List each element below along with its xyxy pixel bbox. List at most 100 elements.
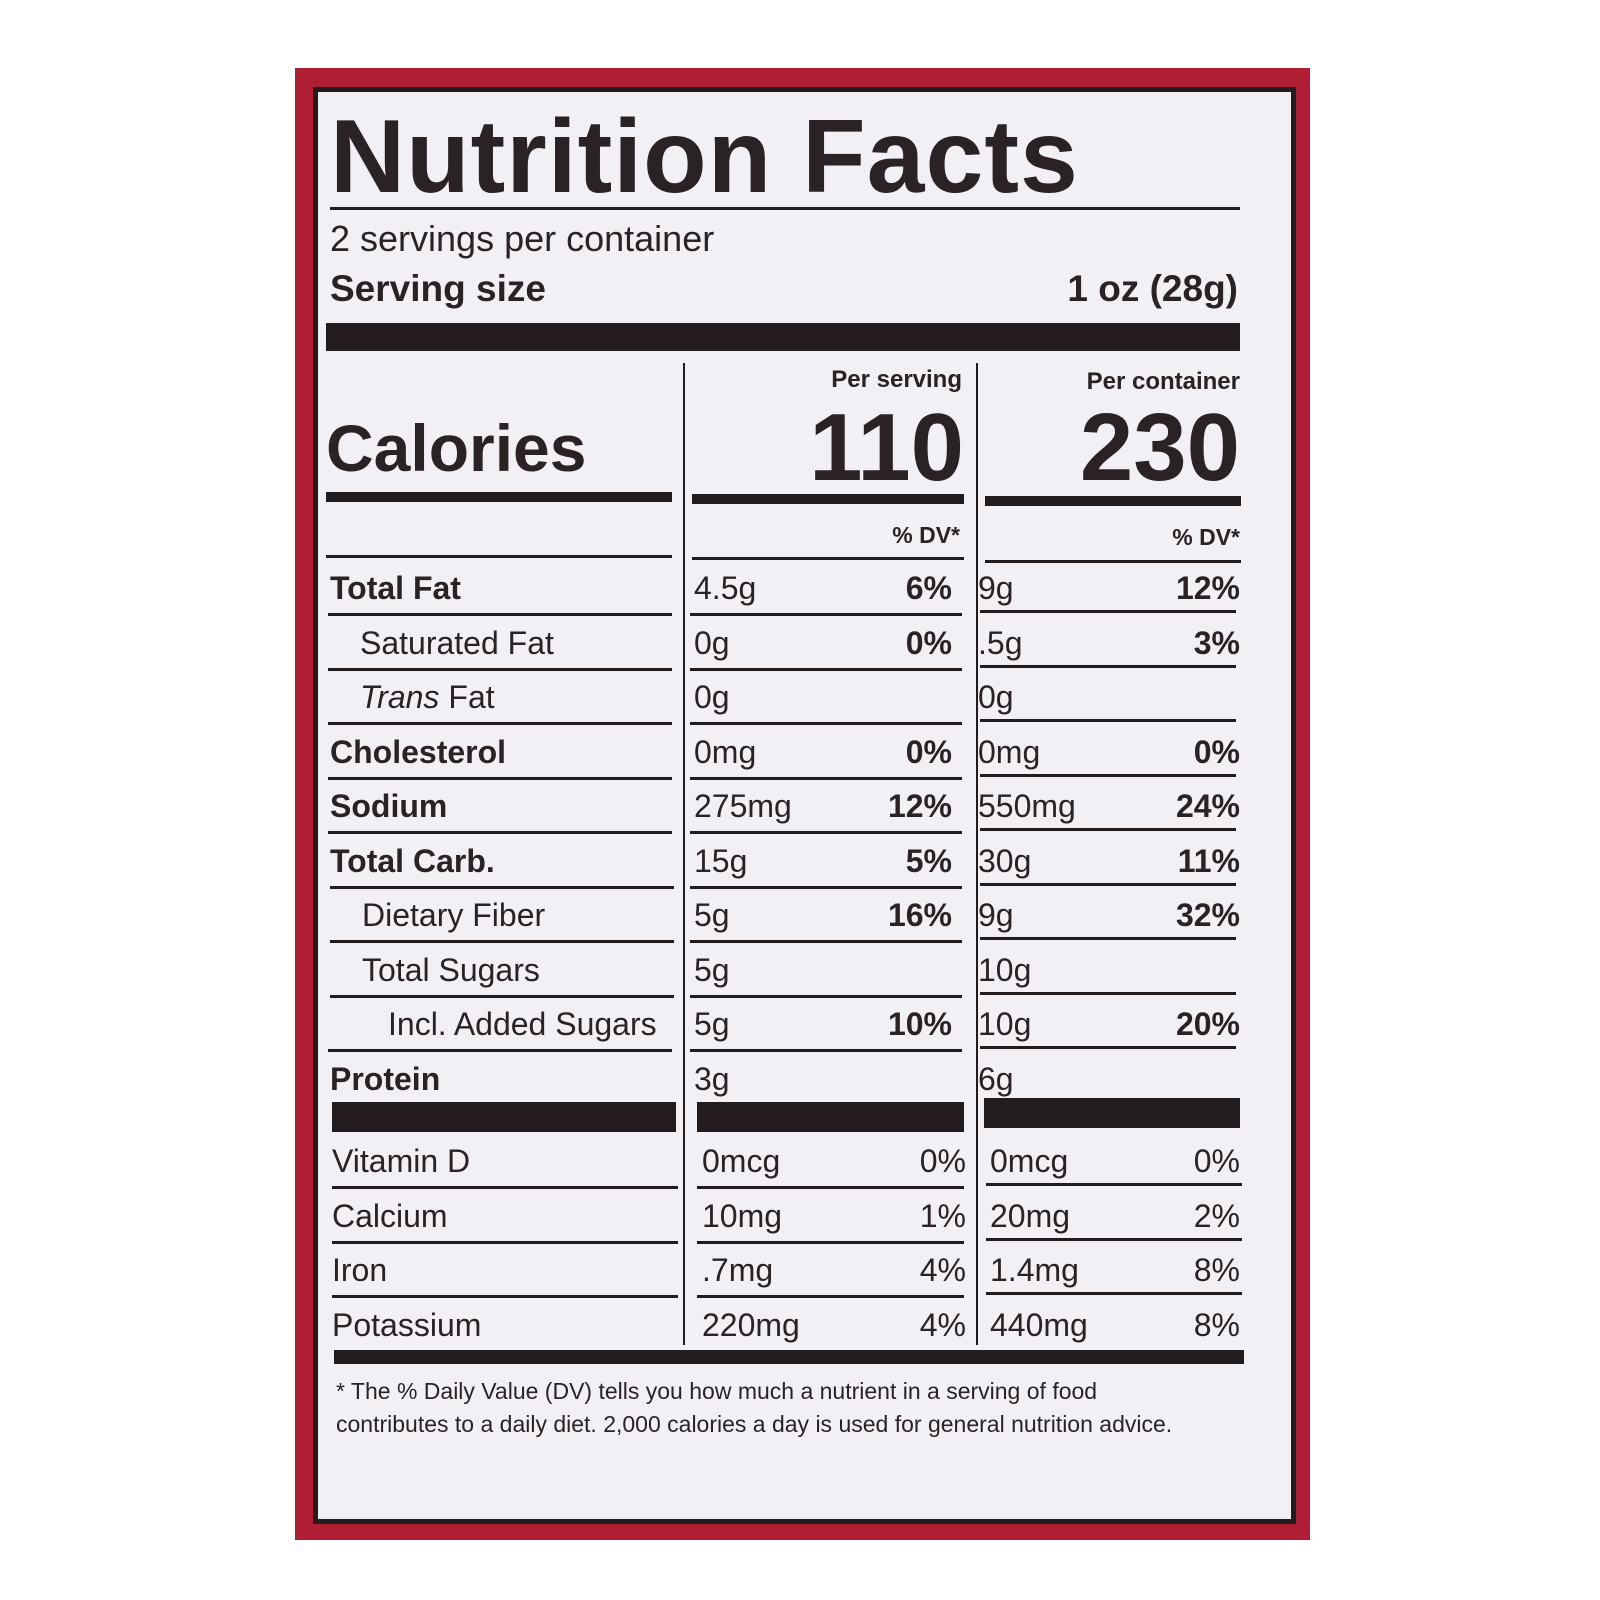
nutrient-name: Dietary Fiber [362, 888, 545, 942]
rule [980, 664, 1236, 668]
rule [332, 1240, 678, 1244]
serving-dv: 0% [919, 1143, 966, 1179]
rule [690, 1049, 962, 1052]
nutrient-name: Total Fat [330, 561, 461, 615]
nutrient-name-text: Calcium [332, 1197, 448, 1234]
rule [980, 719, 1236, 722]
serving-dv: 10% [887, 1006, 952, 1042]
nutrient-name-italic: Trans [360, 679, 440, 715]
rule [690, 994, 962, 998]
thick-rule [334, 1350, 1244, 1364]
serving-amount: 10mg [702, 1197, 783, 1234]
per-serving-header: Per serving [831, 366, 962, 393]
rule [690, 776, 962, 780]
nutrient-name: Vitamin D [332, 1134, 470, 1188]
serving-amount: 5g [694, 897, 730, 933]
container-amount: 10g [978, 1006, 1032, 1042]
rule [326, 555, 672, 558]
nutrient-name: Calcium [332, 1189, 448, 1243]
thick-rule [984, 1098, 1240, 1128]
serving-dv: 6% [905, 570, 952, 606]
thick-rule [326, 492, 672, 502]
nutrient-name-text: Vitamin D [332, 1143, 471, 1179]
rule [330, 940, 674, 943]
serving-dv: 0% [905, 733, 952, 770]
rule [986, 1237, 1242, 1241]
serving-amount: 5g [694, 1006, 730, 1042]
per-container-header: Per container [1086, 368, 1240, 395]
container-amount: 1.4mg [990, 1252, 1079, 1288]
container-amount: 0g [978, 679, 1014, 715]
nutrient-name-text: Potassium [332, 1306, 482, 1343]
rule [330, 994, 674, 998]
serving-dv: 1% [919, 1197, 966, 1234]
rule [697, 1186, 964, 1189]
rule [986, 1292, 1242, 1295]
rule [980, 610, 1236, 613]
servings: 2 servings per container [330, 218, 715, 259]
nutrient-name: Incl. Added Sugars [388, 997, 657, 1051]
serving-size-label: Serving size [330, 268, 546, 309]
container-amount: 440mg [990, 1306, 1088, 1343]
rule [330, 207, 1240, 210]
nutrient-name-text: Saturated Fat [360, 624, 554, 661]
rule [690, 940, 962, 943]
serving-amount: 0mcg [702, 1143, 781, 1179]
thick-rule [332, 1102, 676, 1132]
container-dv: 8% [1193, 1306, 1240, 1343]
container-amount: 10g [978, 951, 1032, 988]
title: Nutrition Facts [330, 99, 1079, 215]
nutrient-name-text: Protein [330, 1060, 441, 1097]
nutrient-name-text: Total Carb. [330, 842, 495, 879]
rule [690, 831, 962, 834]
rule [332, 1186, 678, 1189]
container-amount: 9g [978, 897, 1014, 933]
serving-size-value: 1 oz (28g) [1067, 268, 1238, 309]
container-amount: 6g [978, 1060, 1014, 1097]
rule [690, 667, 962, 671]
rule [980, 1046, 1236, 1049]
rule [328, 776, 672, 780]
nutrient-name-text: Iron [332, 1252, 388, 1288]
rule [332, 1295, 678, 1298]
rule [328, 613, 672, 616]
container-amount: 9g [978, 570, 1014, 606]
serving-dv: 4% [919, 1306, 966, 1343]
nutrient-name-text: Total Fat [330, 570, 461, 606]
thick-rule [985, 496, 1241, 506]
container-dv: 11% [1177, 842, 1240, 879]
nutrient-name-text: Incl. Added Sugars [388, 1006, 657, 1042]
rule [697, 1295, 964, 1298]
calories-per-serving: 110 [809, 394, 964, 501]
nutrient-name: Sodium [330, 779, 447, 833]
rule [980, 991, 1236, 995]
rule [692, 557, 964, 560]
container-amount: 20mg [990, 1197, 1071, 1234]
nutrient-name: Total Carb. [330, 834, 495, 888]
calories-per-container: 230 [1079, 394, 1240, 501]
rule [690, 722, 962, 725]
container-dv: 32% [1175, 897, 1240, 933]
rule [986, 1183, 1242, 1186]
rule [985, 560, 1241, 563]
serving-dv: 5% [905, 842, 952, 879]
rule [980, 773, 1236, 777]
footnote: * The % Daily Value (DV) tells you how m… [336, 1378, 1173, 1437]
rule [980, 828, 1236, 831]
serving-amount: 220mg [702, 1306, 800, 1343]
dv-header: % DV* [1172, 524, 1240, 550]
container-dv: 2% [1193, 1197, 1240, 1234]
container-amount: 0mcg [990, 1143, 1069, 1179]
container-amount: 550mg [978, 788, 1076, 824]
rule [690, 885, 962, 889]
thick-rule [692, 494, 964, 504]
rule [328, 667, 672, 671]
container-dv: 8% [1193, 1252, 1240, 1288]
serving-amount: 0mg [694, 733, 757, 770]
rule [690, 613, 962, 616]
serving-amount: 5g [694, 951, 730, 988]
serving-amount: 15g [694, 842, 748, 879]
nutrient-name-text: Cholesterol [330, 733, 507, 770]
rule [330, 885, 674, 889]
container-amount: .5g [978, 624, 1023, 661]
